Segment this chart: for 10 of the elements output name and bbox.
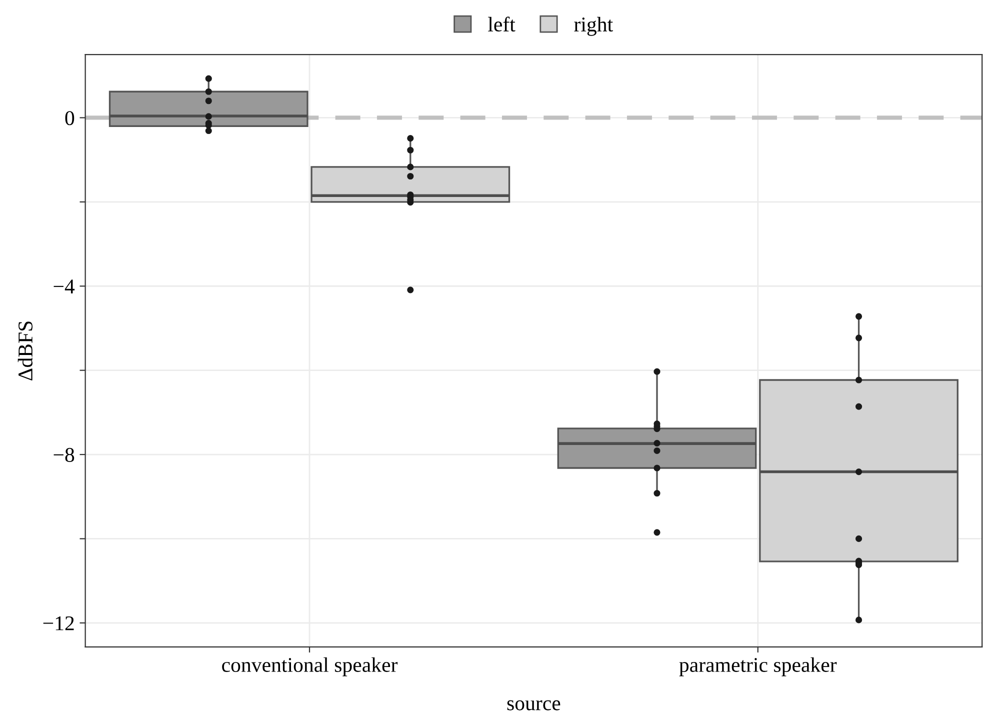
y-tick-label: −4: [54, 280, 75, 294]
y-axis-title: ΔdBFS: [18, 322, 33, 380]
y-tick-label: −8: [54, 448, 74, 462]
x-axis-title: source: [507, 700, 560, 710]
x-tick-label: parametric speaker: [679, 657, 837, 676]
legend-label: left: [488, 16, 516, 32]
legend-label: right: [574, 16, 613, 36]
y-tick-label: −12: [43, 616, 74, 630]
y-tick-label: 0: [65, 111, 74, 126]
x-tick-label: conventional speaker: [222, 657, 398, 676]
